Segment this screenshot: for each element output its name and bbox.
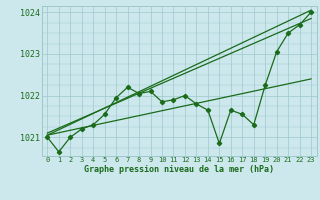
X-axis label: Graphe pression niveau de la mer (hPa): Graphe pression niveau de la mer (hPa) — [84, 165, 274, 174]
